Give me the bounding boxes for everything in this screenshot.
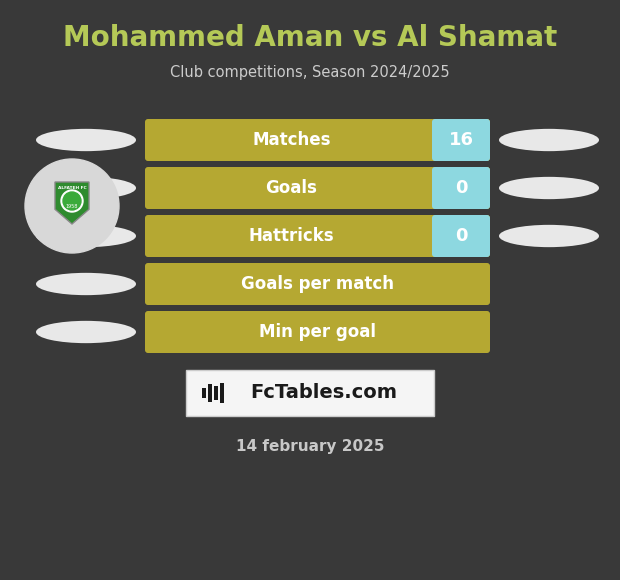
- Text: Hattricks: Hattricks: [249, 227, 334, 245]
- FancyBboxPatch shape: [220, 383, 224, 403]
- Ellipse shape: [499, 177, 599, 199]
- Ellipse shape: [36, 273, 136, 295]
- Text: Goals: Goals: [265, 179, 317, 197]
- Text: Goals per match: Goals per match: [241, 275, 394, 293]
- Text: 1958: 1958: [66, 204, 78, 209]
- FancyBboxPatch shape: [145, 311, 490, 353]
- Text: FcTables.com: FcTables.com: [250, 383, 397, 403]
- FancyBboxPatch shape: [432, 119, 490, 161]
- Text: ALFATEH FC: ALFATEH FC: [58, 186, 86, 190]
- Text: 16: 16: [448, 131, 474, 149]
- Text: 0: 0: [454, 227, 467, 245]
- Text: Min per goal: Min per goal: [259, 323, 376, 341]
- Ellipse shape: [36, 225, 136, 247]
- FancyBboxPatch shape: [432, 215, 490, 257]
- FancyBboxPatch shape: [145, 167, 490, 209]
- Circle shape: [63, 192, 81, 210]
- Text: 14 february 2025: 14 february 2025: [236, 438, 384, 454]
- Ellipse shape: [36, 321, 136, 343]
- FancyBboxPatch shape: [208, 384, 212, 402]
- Text: 0: 0: [454, 179, 467, 197]
- Ellipse shape: [36, 177, 136, 199]
- PathPatch shape: [55, 182, 89, 224]
- FancyBboxPatch shape: [145, 263, 490, 305]
- Text: Mohammed Aman vs Al Shamat: Mohammed Aman vs Al Shamat: [63, 24, 557, 52]
- FancyBboxPatch shape: [202, 388, 206, 398]
- Circle shape: [25, 159, 119, 253]
- FancyBboxPatch shape: [432, 167, 490, 209]
- FancyBboxPatch shape: [145, 119, 490, 161]
- Ellipse shape: [499, 225, 599, 247]
- FancyBboxPatch shape: [214, 386, 218, 400]
- Circle shape: [61, 190, 83, 212]
- FancyBboxPatch shape: [145, 215, 490, 257]
- FancyBboxPatch shape: [186, 370, 434, 416]
- Text: Club competitions, Season 2024/2025: Club competitions, Season 2024/2025: [170, 64, 450, 79]
- Text: Matches: Matches: [252, 131, 330, 149]
- Ellipse shape: [36, 129, 136, 151]
- Ellipse shape: [499, 129, 599, 151]
